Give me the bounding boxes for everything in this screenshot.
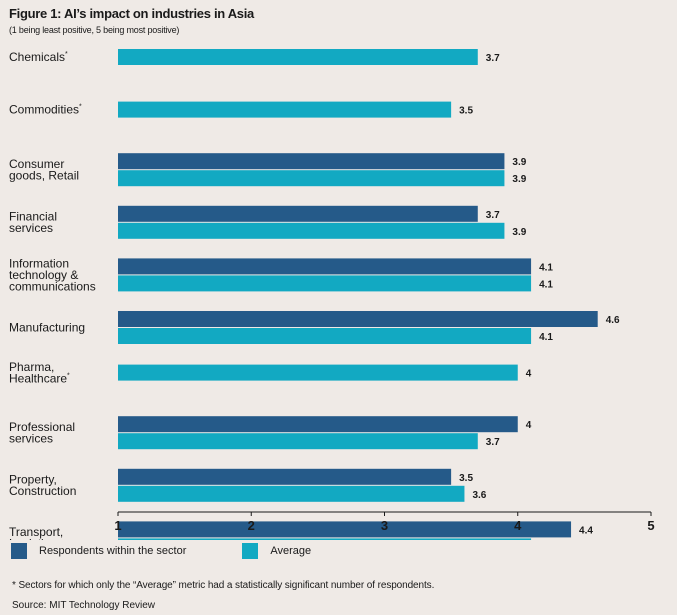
category-label: services — [9, 431, 53, 445]
bar-respondents — [118, 258, 532, 275]
bar-average — [118, 538, 532, 540]
x-tick-label: 1 — [114, 518, 121, 533]
data-label-average: 4 — [526, 369, 532, 380]
legend: Respondents within the sector Average — [11, 543, 367, 559]
data-label-respondents: 3.5 — [459, 473, 473, 484]
category-label: Consumer — [9, 157, 64, 171]
footnote: * Sectors for which only the “Average” m… — [12, 580, 435, 591]
bar-respondents — [118, 311, 598, 327]
data-label-average: 3.9 — [512, 227, 526, 238]
category-label: Professional — [9, 420, 75, 434]
bar-average — [118, 328, 532, 344]
data-label-respondents: 4.4 — [579, 525, 593, 536]
category-label: Property, — [9, 473, 57, 487]
x-tick-label: 3 — [381, 518, 388, 533]
bar-average — [118, 433, 478, 450]
bar-average — [118, 485, 465, 502]
category-label: Healthcare* — [9, 371, 70, 385]
legend-label-average: Average — [270, 545, 312, 557]
bar-respondents — [118, 468, 452, 485]
bar-average — [118, 222, 505, 239]
bar-respondents — [118, 416, 518, 433]
bar-respondents — [118, 205, 478, 222]
data-label-average: 3.7 — [486, 437, 500, 448]
chart-title: Figure 1: AI’s impact on industries in A… — [9, 6, 254, 21]
category-label: Transport, — [9, 525, 63, 539]
source-note: Source: MIT Technology Review — [12, 600, 156, 611]
category-label: Chemicals* — [9, 50, 68, 64]
legend-item-respondents: Respondents within the sector — [11, 543, 186, 559]
data-label-respondents: 3.7 — [486, 210, 500, 221]
category-label: Information — [9, 256, 69, 270]
x-tick-label: 4 — [514, 518, 522, 533]
category-label: communications — [9, 279, 96, 293]
data-label-average: 3.9 — [512, 174, 526, 185]
data-label-average: 4.1 — [539, 332, 553, 343]
bar-chart: 3.7 Chemicals* 3.5 Commodities* 3.9 3.9 Consum… — [9, 49, 655, 540]
bar-average — [118, 275, 532, 292]
bar-average — [118, 364, 518, 381]
data-label-respondents: 4.6 — [606, 315, 620, 326]
legend-swatch-average — [242, 543, 259, 559]
category-label: Pharma, — [9, 360, 54, 374]
category-label: Manufacturing — [9, 321, 85, 335]
x-tick-label: 5 — [647, 518, 654, 533]
category-label: Commodities* — [9, 103, 82, 117]
bar-average — [118, 101, 452, 118]
chart-subtitle: (1 being least positive, 5 being most po… — [9, 25, 180, 35]
bar-average — [118, 170, 505, 187]
data-label-average: 3.7 — [486, 53, 500, 64]
category-label: technology & — [9, 268, 78, 282]
data-label-respondents: 3.9 — [512, 157, 526, 168]
legend-item-average: Average — [242, 543, 311, 559]
category-label: services — [9, 221, 53, 235]
bar-respondents — [118, 521, 572, 538]
legend-swatch-respondents — [11, 543, 27, 559]
data-label-respondents: 4 — [526, 420, 532, 431]
data-label-average: 4.1 — [539, 279, 553, 290]
bar-average — [118, 49, 478, 65]
category-label: Construction — [9, 484, 76, 498]
category-label: goods, Retail — [9, 168, 79, 182]
category-label: Financial — [9, 210, 57, 224]
data-label-average: 3.6 — [472, 490, 486, 501]
category-label: Logistics — [9, 537, 56, 540]
bar-respondents — [118, 153, 505, 170]
x-tick-label: 2 — [248, 518, 255, 533]
data-label-respondents: 4.1 — [539, 262, 553, 273]
data-label-average: 3.5 — [459, 106, 473, 117]
legend-label-respondents: Respondents within the sector — [39, 545, 187, 557]
